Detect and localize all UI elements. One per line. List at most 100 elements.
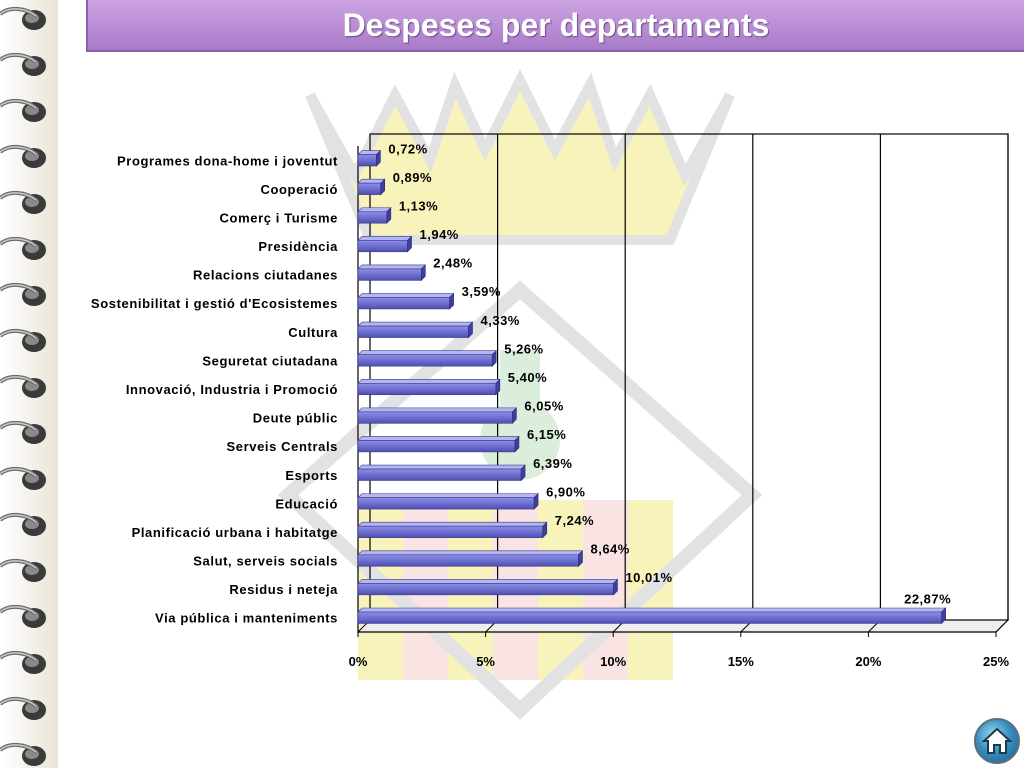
bar	[357, 497, 535, 510]
data-label: 7,24%	[555, 513, 594, 528]
home-button[interactable]	[974, 718, 1020, 764]
bar	[357, 211, 388, 224]
data-label: 3,59%	[462, 284, 501, 299]
category-label: Educació	[275, 496, 338, 511]
binder-ring-icon	[0, 329, 46, 352]
data-label: 6,39%	[533, 456, 572, 471]
bar-end	[386, 207, 392, 224]
bar-top	[357, 436, 520, 441]
category-label: Relacions ciutadanes	[193, 268, 338, 283]
bar-top	[357, 350, 497, 355]
category-label: Deute públic	[253, 411, 338, 426]
data-label: 0,72%	[388, 141, 427, 156]
bar-end	[520, 464, 526, 482]
data-label: 5,40%	[508, 370, 547, 385]
binder-ring-icon	[0, 743, 46, 766]
bar	[357, 325, 469, 338]
x-tick-label: 25%	[983, 654, 1009, 669]
data-label: 6,90%	[546, 484, 585, 499]
binder-ring-icon	[0, 697, 46, 720]
data-label: 1,94%	[420, 227, 459, 242]
bar-top	[357, 493, 539, 498]
binder-ring-icon	[0, 145, 46, 168]
category-label: Seguretat ciutadana	[202, 353, 338, 368]
category-label: Planificació urbana i habitatge	[132, 525, 338, 540]
bar-end	[542, 521, 548, 539]
data-label: 5,26%	[504, 341, 543, 356]
binder-ring-icon	[0, 53, 46, 76]
grid-floor-line	[995, 619, 1009, 633]
bar	[357, 268, 422, 281]
x-tick-label: 0%	[349, 654, 368, 669]
category-label: Via pública i manteniments	[155, 611, 338, 626]
bar	[357, 354, 493, 367]
x-tick-label: 5%	[476, 654, 495, 669]
bar-end	[613, 578, 618, 596]
category-label: Residus i neteja	[229, 582, 338, 597]
data-label: 0,89%	[393, 170, 432, 185]
bar-end	[533, 492, 539, 510]
data-label: 10,01%	[625, 570, 672, 585]
bar-top	[357, 550, 584, 556]
category-label: Presidència	[258, 239, 338, 254]
category-label: Salut, serveis socials	[193, 554, 338, 569]
category-label: Esports	[285, 468, 338, 483]
bar-top	[357, 236, 413, 241]
bar-end	[449, 292, 454, 310]
home-icon	[981, 727, 1013, 754]
bar-end	[941, 607, 946, 625]
bar-end	[376, 149, 381, 167]
category-label: Serveis Centrals	[227, 439, 339, 454]
binder-ring-icon	[0, 513, 46, 536]
bar-top	[357, 178, 386, 184]
bar	[357, 525, 544, 538]
bar	[357, 182, 382, 195]
bar-top	[357, 579, 619, 584]
notebook-binding	[0, 0, 58, 768]
bar-end	[578, 550, 583, 567]
binder-ring-icon	[0, 99, 46, 122]
bar-end	[514, 435, 520, 453]
bar-end	[491, 349, 497, 367]
data-label: 8,64%	[590, 542, 629, 557]
crest-diamond	[277, 280, 763, 720]
bar-top	[357, 264, 427, 270]
bar	[357, 382, 497, 396]
bar-end	[420, 264, 426, 282]
binder-ring-icon	[0, 421, 46, 444]
bar-top	[357, 293, 455, 298]
bar	[357, 240, 408, 253]
bar-top	[357, 464, 526, 470]
binder-ring-icon	[0, 7, 46, 30]
binder-ring-icon	[0, 651, 46, 674]
bar	[357, 583, 614, 596]
bar-top	[357, 521, 548, 527]
bar	[357, 554, 579, 567]
bar	[357, 411, 513, 424]
bar-end	[512, 407, 517, 425]
category-label: Sostenibilitat i gestió d'Ecosistemes	[91, 296, 338, 311]
bar	[357, 468, 522, 481]
bar-top	[357, 607, 947, 613]
data-label: 22,87%	[904, 592, 951, 607]
data-label: 1,13%	[399, 198, 438, 213]
bar	[357, 297, 450, 310]
bar	[357, 440, 516, 453]
bar-top	[357, 378, 501, 384]
binder-ring-icon	[0, 375, 46, 398]
bar	[357, 154, 377, 167]
x-tick-label: 10%	[600, 654, 626, 669]
x-tick-label: 15%	[728, 654, 754, 669]
data-label: 6,05%	[524, 399, 563, 414]
category-label: Comerç i Turisme	[220, 210, 338, 225]
binder-ring-icon	[0, 467, 46, 490]
category-label: Cooperació	[260, 182, 338, 197]
slide-title: Despeses per departaments	[342, 7, 770, 43]
bar-end	[468, 321, 473, 339]
data-label: 6,15%	[527, 427, 566, 442]
bar-end	[407, 235, 412, 253]
x-tick-label: 20%	[855, 654, 881, 669]
binder-ring-icon	[0, 237, 46, 260]
binder-ring-icon	[0, 605, 46, 628]
